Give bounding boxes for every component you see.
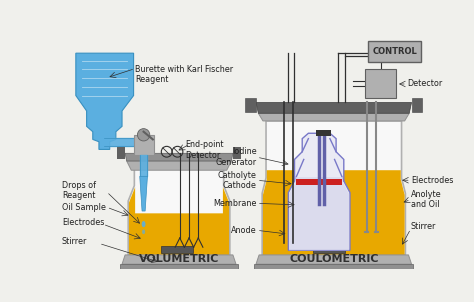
Text: End-point
Detector: End-point Detector bbox=[185, 140, 224, 159]
Polygon shape bbox=[296, 179, 342, 185]
Polygon shape bbox=[118, 147, 125, 159]
Polygon shape bbox=[262, 121, 405, 255]
Text: Membrane: Membrane bbox=[213, 199, 257, 208]
Polygon shape bbox=[129, 187, 229, 255]
Text: COULOMETRIC: COULOMETRIC bbox=[289, 254, 379, 264]
Polygon shape bbox=[288, 133, 350, 250]
Text: Detector: Detector bbox=[407, 79, 442, 88]
Text: Electrodes: Electrodes bbox=[411, 176, 453, 185]
Polygon shape bbox=[122, 255, 236, 264]
FancyBboxPatch shape bbox=[368, 41, 421, 63]
Polygon shape bbox=[134, 135, 154, 155]
Polygon shape bbox=[256, 255, 411, 264]
Polygon shape bbox=[140, 176, 147, 211]
Text: Burette with Karl Fischer
Reagent: Burette with Karl Fischer Reagent bbox=[135, 65, 233, 84]
Polygon shape bbox=[411, 98, 422, 112]
Polygon shape bbox=[256, 102, 411, 113]
Polygon shape bbox=[289, 177, 349, 250]
Text: Iodine
Generator: Iodine Generator bbox=[216, 147, 257, 167]
Polygon shape bbox=[245, 98, 256, 112]
Polygon shape bbox=[316, 130, 331, 136]
Text: Stirrer: Stirrer bbox=[62, 237, 87, 246]
Polygon shape bbox=[263, 170, 405, 255]
Ellipse shape bbox=[142, 221, 146, 227]
Text: VOLUMETRIC: VOLUMETRIC bbox=[139, 254, 219, 264]
Text: Drops of
Reagent: Drops of Reagent bbox=[62, 181, 96, 200]
Text: Electrodes: Electrodes bbox=[62, 218, 104, 227]
Ellipse shape bbox=[142, 230, 145, 234]
Text: Anode: Anode bbox=[231, 226, 257, 235]
Polygon shape bbox=[127, 161, 231, 170]
Polygon shape bbox=[128, 167, 230, 255]
Text: Stirrer: Stirrer bbox=[411, 222, 436, 231]
Text: Oil Sample: Oil Sample bbox=[62, 203, 106, 212]
Polygon shape bbox=[161, 246, 193, 253]
Polygon shape bbox=[313, 246, 346, 253]
Polygon shape bbox=[125, 153, 233, 161]
Polygon shape bbox=[120, 264, 237, 269]
Text: Anolyte
and Oil: Anolyte and Oil bbox=[411, 190, 441, 209]
Polygon shape bbox=[294, 159, 344, 181]
Text: Catholyte
Cathode: Catholyte Cathode bbox=[218, 171, 257, 190]
Polygon shape bbox=[258, 113, 409, 121]
Polygon shape bbox=[233, 147, 241, 159]
FancyBboxPatch shape bbox=[365, 69, 396, 98]
Polygon shape bbox=[255, 264, 413, 269]
Circle shape bbox=[137, 129, 150, 141]
Text: CONTROL: CONTROL bbox=[372, 47, 417, 56]
Polygon shape bbox=[76, 53, 134, 149]
